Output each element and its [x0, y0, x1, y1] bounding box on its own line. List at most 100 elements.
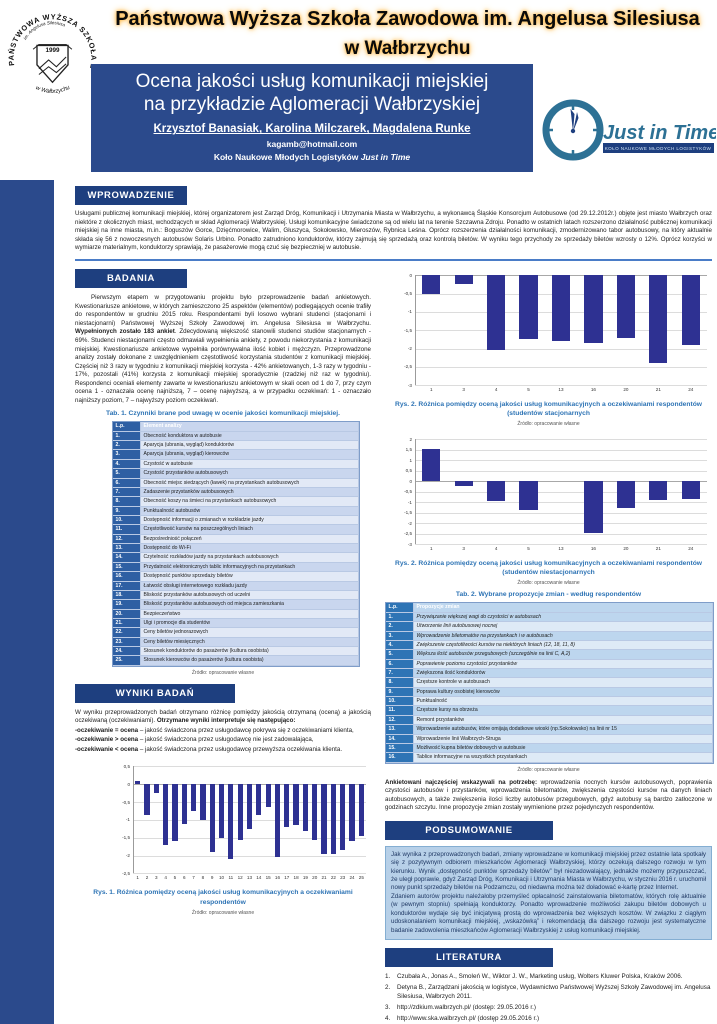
y-axis-line [133, 766, 134, 874]
y-axis-tick-label: -0,5 [404, 290, 412, 296]
row-label: Bezpieczeństwo [141, 609, 359, 619]
chart-gridline [415, 544, 707, 546]
research-paragraph: Pierwszym etapem w przygotowaniu projekt… [75, 294, 371, 405]
row-label: Bliskość przystanków autobusowych od mie… [141, 600, 359, 610]
table-row: 14. Czytelność rozkładów jazdy na przysta… [113, 553, 359, 563]
x-axis-tick-label: 9 [210, 875, 214, 881]
table-1-factors: L.p. Element analizy 1. Obecność konduktora… [112, 421, 360, 667]
title-banner: Ocena jakości usług komunikacji miejskie… [91, 64, 533, 172]
table-row: 10. Punktualność [386, 697, 713, 707]
literature-item-text: Czubała A., Jonas A., Smoleń W., Wiktor … [397, 972, 683, 980]
row-label: Zadaszenie przystanków autobusowych [141, 487, 359, 498]
row-number: 3. [386, 631, 414, 641]
row-label: Punktualność autobusów [141, 506, 359, 516]
chart-bar [330, 784, 336, 854]
y-axis-tick-label: -0,5 [404, 489, 412, 495]
table-row: 1. Obecność konduktora w autobusie [113, 431, 359, 442]
chart-bar [349, 784, 355, 842]
chart-bar [302, 784, 309, 831]
row-number: 9. [113, 506, 141, 516]
row-number: 1. [386, 612, 414, 623]
chart-bar [519, 275, 538, 340]
chart-gridline [133, 855, 366, 857]
results-lead-bold: Otrzymane wyniki interpretuje się następ… [156, 717, 296, 725]
chart-bar [135, 780, 141, 785]
row-label: Obecność konduktora w autobusie [141, 431, 359, 442]
row-number: 14. [113, 553, 141, 563]
row-label: Punktualność [414, 697, 713, 707]
row-number: 2. [113, 441, 141, 451]
clock-hour-hand [573, 112, 579, 132]
y-axis-tick-label: -1 [407, 499, 412, 505]
x-axis-tick-label: 15 [265, 875, 271, 881]
y-axis-line [415, 275, 416, 386]
section-header-wyniki: WYNIKI BADAŃ [75, 683, 235, 703]
university-name-line2: w Wałbrzychu [344, 38, 471, 59]
table2-caption: Tab. 2. Wybrane propozycje zmian - wedłu… [455, 591, 642, 599]
x-axis-tick-label: 21 [655, 387, 661, 393]
crest-bottom-text: w Wałbrzychu [35, 84, 72, 95]
chart-bar [487, 481, 506, 502]
bar-chart-rys2-stacjonarni: 0 -0,5 -1 -1,5 -2 -2,5 -3 1 3 4 5 13 16 20 21 24 [395, 271, 710, 397]
x-axis-tick-label: 13 [246, 875, 253, 881]
section-header-literatura: LITERATURA [385, 947, 553, 967]
y-axis-tick-label: 1,5 [405, 447, 412, 453]
x-axis-tick-label: 21 [321, 875, 327, 881]
row-label: Stosunek konduktorów do pasażerów (kultu… [141, 647, 359, 657]
row-number: 11. [113, 525, 141, 535]
column-header: Propozycje zmian [414, 603, 713, 613]
x-axis-tick-label: 21 [655, 546, 661, 552]
table-row: 9. Poprawa kultury osobistej kierowców [386, 687, 713, 698]
x-axis-tick-label: 1 [429, 387, 433, 393]
row-label: Ulgi i promocje dla studentów [141, 618, 359, 629]
table-row: 6. Obecność miejsc siedzących (ławek) na … [113, 478, 359, 488]
literature-item-number: 3. [385, 1004, 391, 1012]
section-header-wprowadzenie: WPROWADZENIE [75, 186, 187, 205]
x-axis-tick-label: 4 [164, 875, 167, 881]
row-label: Remont przystanków [414, 715, 713, 726]
literature-item-number: 2. [385, 984, 391, 992]
literature-item-number: 4. [385, 1015, 391, 1023]
row-number: 1. [113, 431, 141, 442]
row-number: 20. [113, 609, 141, 619]
row-label: Czystość w autobusie [141, 459, 359, 470]
x-axis-tick-label: 12 [237, 875, 243, 881]
table-row: 8. Obecność koszy na śmieci na przystanka… [113, 497, 359, 507]
y-axis-tick-label: 0 [409, 478, 412, 484]
row-number: 18. [113, 590, 141, 601]
chart-bar [172, 784, 178, 842]
just-in-time-logo: Just in Time KOŁO NAUKOWE MŁODYCH LOGIST… [540, 92, 717, 170]
table-row: 5. Czystość przystanków autobusowych [113, 469, 359, 479]
table-2-proposals: L.p. Propozycje zmian 1. Przywiązanie więks… [385, 602, 714, 764]
row-number: 24. [113, 647, 141, 657]
table-row: 12. Bezpośredniość połączeń [113, 534, 359, 545]
chart-bar [649, 481, 668, 501]
section-divider [75, 258, 712, 262]
x-axis-tick-label: 16 [590, 387, 596, 393]
results-bullet: -oczekiwanie < ocena – jakość świadczona… [75, 746, 371, 755]
row-number: 19. [113, 600, 141, 610]
literature-item-number: 1. [385, 972, 391, 980]
x-axis-tick-label: 5 [527, 387, 530, 393]
row-number: 13. [386, 725, 414, 735]
chart-gridline [415, 439, 707, 441]
x-axis-tick-label: 25 [358, 875, 364, 881]
chart-bar [422, 448, 441, 482]
x-axis-tick-label: 13 [558, 546, 564, 552]
row-number: 5. [386, 650, 414, 660]
row-label: Częstsze kursy na obrzeża [414, 706, 713, 716]
row-number: 2. [386, 622, 414, 632]
row-number: 11. [386, 706, 414, 716]
row-number: 7. [386, 668, 414, 679]
logo-tagline: KOŁO NAUKOWE MŁODYCH LOGISTYKÓW [605, 145, 712, 151]
chart-bar [256, 784, 262, 815]
y-axis-tick-label: 1 [409, 457, 412, 463]
table-row: 2. Aparycja (ubrania, wygląd) konduktorów [113, 441, 359, 451]
chart-bar [321, 784, 327, 854]
table-row: 16. Dostępność punktów sprzedaży biletów [113, 572, 359, 582]
row-label: Przydatność elektronicznych tablic infor… [141, 562, 359, 573]
rys2a-source: Źródło: opracowanie własne [517, 421, 580, 428]
x-axis-tick-label: 3 [462, 546, 465, 552]
row-number: 14. [386, 734, 414, 744]
x-axis-tick-label: 2 [145, 875, 149, 881]
